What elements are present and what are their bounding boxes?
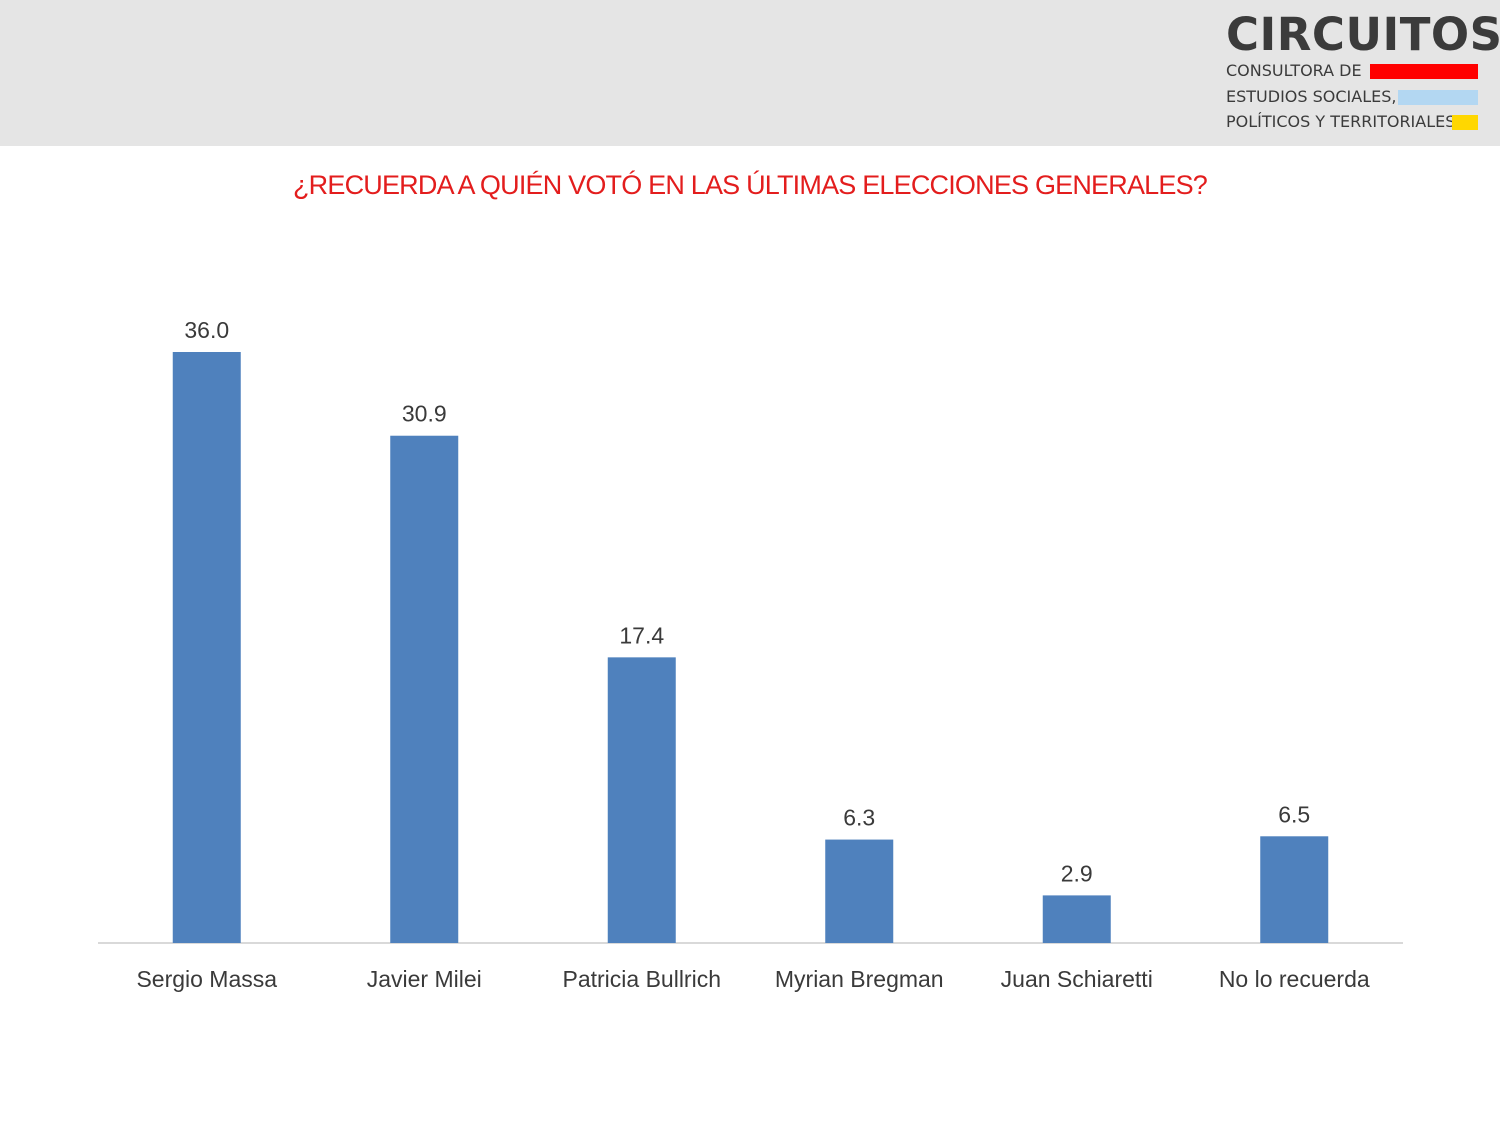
category-label: Javier Milei: [367, 966, 482, 992]
logo-blue-bar: [1398, 90, 1478, 105]
bar-value-label: 2.9: [1061, 860, 1093, 886]
logo-line-1-text: CONSULTORA DE: [1226, 61, 1362, 80]
circuitos-logo: CIRCUITOS CONSULTORA DE ESTUDIOS SOCIALE…: [1226, 10, 1500, 134]
bar: [172, 352, 241, 943]
bar: [825, 839, 894, 943]
logo-red-bar: [1370, 64, 1478, 79]
logo-name: CIRCUITOS: [1226, 8, 1500, 61]
category-label: Myrian Bregman: [775, 966, 944, 992]
category-label: Sergio Massa: [136, 966, 277, 992]
bar: [607, 657, 676, 943]
bar-value-label: 17.4: [619, 622, 664, 648]
bar-value-label: 6.5: [1278, 801, 1310, 827]
bar: [1260, 836, 1329, 943]
bar: [390, 435, 459, 943]
logo-line-1: CONSULTORA DE: [1226, 60, 1476, 82]
bar: [1042, 895, 1111, 943]
bar-value-label: 6.3: [843, 805, 875, 831]
logo-line-3-text: POLÍTICOS Y TERRITORIALES: [1226, 112, 1456, 131]
logo-line-3: POLÍTICOS Y TERRITORIALES: [1226, 111, 1476, 133]
bar-value-label: 30.9: [402, 401, 447, 427]
logo-yellow-bar: [1452, 115, 1478, 130]
header-band: CIRCUITOS CONSULTORA DE ESTUDIOS SOCIALE…: [0, 0, 1500, 146]
logo-line-2: ESTUDIOS SOCIALES,: [1226, 86, 1476, 108]
bar-value-label: 36.0: [184, 317, 229, 343]
logo-line-2-text: ESTUDIOS SOCIALES,: [1226, 87, 1397, 106]
chart-title: ¿RECUERDA A QUIÉN VOTÓ EN LAS ÚLTIMAS EL…: [292, 170, 1208, 200]
category-label: No lo recuerda: [1219, 966, 1370, 992]
category-label: Juan Schiaretti: [1001, 966, 1153, 992]
category-label: Patricia Bullrich: [563, 966, 722, 992]
